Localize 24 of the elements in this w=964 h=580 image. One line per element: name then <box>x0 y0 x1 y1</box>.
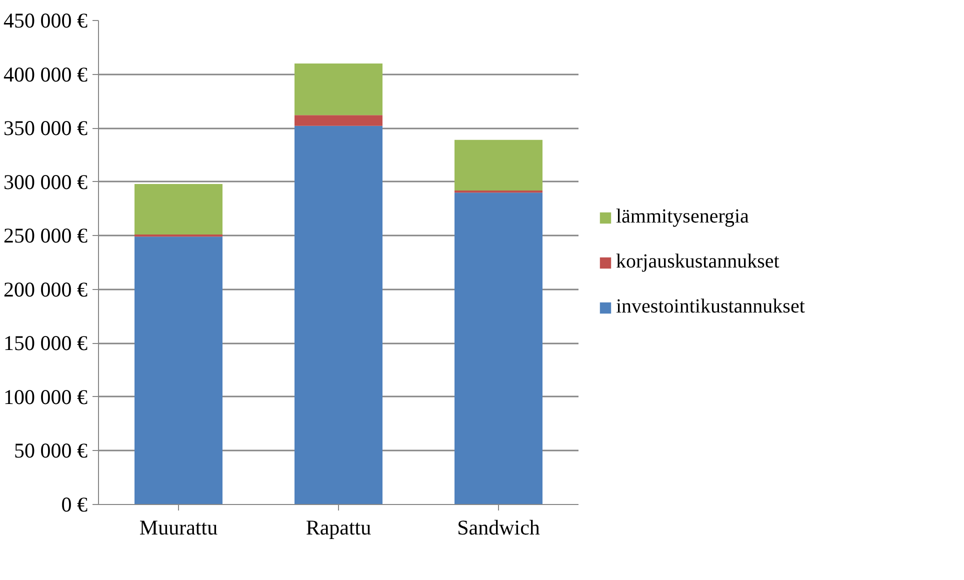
y-tick-label: 150 000 € <box>4 331 88 356</box>
y-tick-label: 250 000 € <box>4 224 88 248</box>
bar <box>134 184 222 235</box>
bar <box>294 115 382 126</box>
y-tick-label: 50 000 € <box>14 438 88 463</box>
bar <box>134 236 222 504</box>
y-tick-label: 100 000 € <box>4 384 88 409</box>
y-tick-label: 0 € <box>61 492 88 516</box>
bar <box>454 140 542 190</box>
legend-label: korjauskustannukset <box>616 250 780 274</box>
legend-label: lämmitysenergia <box>616 206 749 228</box>
y-tick-label: 400 000 € <box>4 62 88 86</box>
bar <box>294 126 382 504</box>
y-tick-label: 200 000 € <box>4 277 88 302</box>
x-tick-label: Muurattu <box>139 516 218 540</box>
y-tick-label: 450 000 € <box>4 8 88 32</box>
y-tick-label: 350 000 € <box>4 116 88 140</box>
bar <box>454 190 542 193</box>
bar <box>454 192 542 504</box>
y-tick-label: 300 000 € <box>4 170 88 194</box>
bar <box>294 64 382 116</box>
x-tick-label: Rapattu <box>306 516 372 540</box>
legend-label: investointikustannukset <box>616 296 805 318</box>
x-tick-label: Sandwich <box>457 516 540 540</box>
